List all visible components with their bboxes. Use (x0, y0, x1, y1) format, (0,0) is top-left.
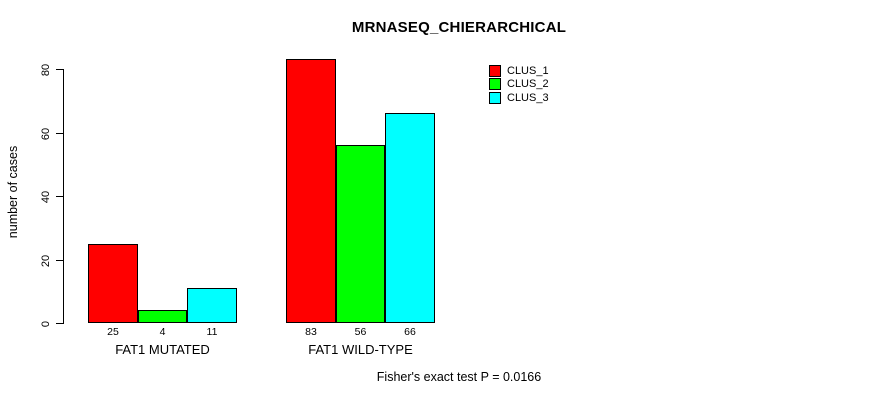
legend-item-clus_1: CLUS_1 (489, 64, 549, 77)
y-axis-line (63, 69, 64, 324)
fisher-test-annotation: Fisher's exact test P = 0.0166 (376, 370, 542, 384)
legend-label: CLUS_3 (507, 91, 549, 104)
legend-swatch-clus_3 (489, 91, 501, 104)
y-tick-mark (56, 133, 63, 134)
y-tick-label: 80 (40, 63, 52, 76)
bar-value-label: 25 (107, 326, 119, 338)
y-axis-label: number of cases (6, 145, 20, 239)
bar-value-label: 56 (354, 326, 367, 338)
bar-value-label: 66 (404, 326, 416, 338)
y-tick-label: 20 (40, 254, 52, 267)
bar-value-label: 4 (159, 326, 166, 338)
legend-swatch-clus_2 (489, 78, 501, 90)
y-tick-label: 60 (40, 127, 52, 140)
legend-item-clus_2: CLUS_2 (489, 78, 549, 91)
legend-label: CLUS_1 (507, 64, 549, 77)
bar-value-label: 83 (305, 326, 317, 338)
bar-clus_3-fat1-wild-type (385, 113, 435, 323)
chart-title: MRNASEQ_CHIERARCHICAL (351, 19, 567, 36)
bar-clus_3-fat1-mutated (187, 288, 237, 323)
legend-item-clus_3: CLUS_3 (489, 91, 549, 104)
y-tick-mark (56, 323, 63, 324)
legend: CLUS_1 CLUS_2 CLUS_3 (489, 64, 549, 105)
bar-clus_2-fat1-mutated (138, 310, 187, 323)
y-tick-mark (56, 196, 63, 197)
bar-clus_2-fat1-wild-type (336, 145, 385, 323)
y-tick-label: 0 (40, 320, 52, 327)
bar-clus_1-fat1-wild-type (286, 59, 336, 323)
legend-swatch-clus_1 (489, 64, 501, 77)
bar-clus_1-fat1-mutated (88, 244, 138, 323)
y-tick-mark (56, 260, 63, 261)
category-label-fat1-mutated: FAT1 MUTATED (115, 342, 210, 357)
y-tick-mark (56, 69, 63, 70)
bar-value-label: 11 (206, 326, 218, 338)
category-label-fat1-wild-type: FAT1 WILD-TYPE (308, 342, 413, 357)
legend-label: CLUS_2 (507, 78, 549, 90)
y-tick-label: 40 (40, 190, 52, 203)
